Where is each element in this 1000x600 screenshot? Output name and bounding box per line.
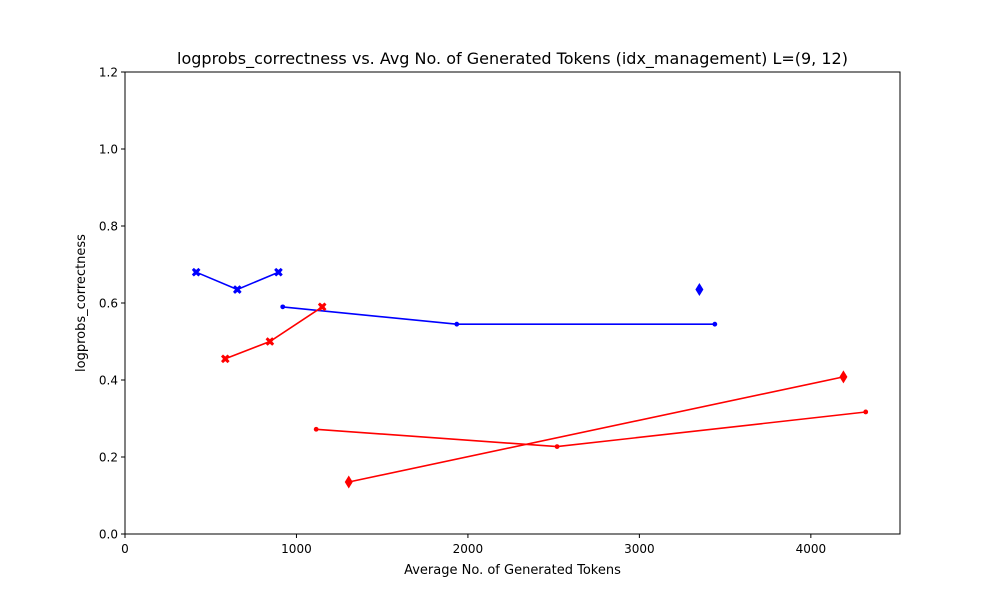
- data-point: [233, 285, 242, 294]
- x-tick-label: 3000: [624, 542, 655, 556]
- x-tick-label: 4000: [796, 542, 827, 556]
- y-tick-label: 0.2: [99, 451, 118, 465]
- data-point: [265, 337, 275, 346]
- chart-title: logprobs_correctness vs. Avg No. of Gene…: [177, 49, 848, 69]
- y-tick-label: 1.2: [99, 66, 118, 80]
- data-point: [317, 302, 327, 312]
- y-tick-label: 0.8: [99, 220, 118, 234]
- series-1: [280, 304, 718, 327]
- x-tick-label: 1000: [281, 542, 312, 556]
- data-point: [454, 321, 460, 327]
- data-point: [712, 321, 718, 327]
- y-tick-label: 0.4: [99, 374, 118, 388]
- series-5: [344, 370, 848, 489]
- data-point: [695, 283, 704, 297]
- x-tick-label: 2000: [453, 542, 484, 556]
- data-point: [839, 370, 848, 384]
- series-line: [348, 376, 844, 483]
- y-axis: 0.0 0.2 0.4 0.6 0.8 1.0 1.2: [99, 66, 125, 542]
- x-axis: 0 1000 2000 3000 4000: [121, 534, 826, 556]
- y-axis-label: logprobs_correctness: [74, 234, 89, 372]
- data-point: [554, 444, 560, 450]
- series-0: [191, 267, 283, 294]
- data-point: [221, 354, 230, 364]
- data-point: [191, 267, 201, 277]
- series-2: [695, 283, 704, 297]
- y-tick-label: 0.0: [99, 528, 118, 542]
- x-tick-label: 0: [121, 542, 129, 556]
- series-4: [313, 409, 869, 450]
- data-point: [280, 304, 286, 310]
- series-3: [221, 302, 327, 364]
- plot-area: [191, 267, 869, 489]
- data-point: [274, 267, 283, 277]
- y-tick-label: 0.6: [99, 297, 118, 311]
- data-point: [313, 426, 319, 432]
- x-axis-label: Average No. of Generated Tokens: [404, 563, 621, 578]
- y-tick-label: 1.0: [99, 143, 118, 157]
- data-point: [863, 409, 869, 415]
- data-point: [344, 475, 353, 489]
